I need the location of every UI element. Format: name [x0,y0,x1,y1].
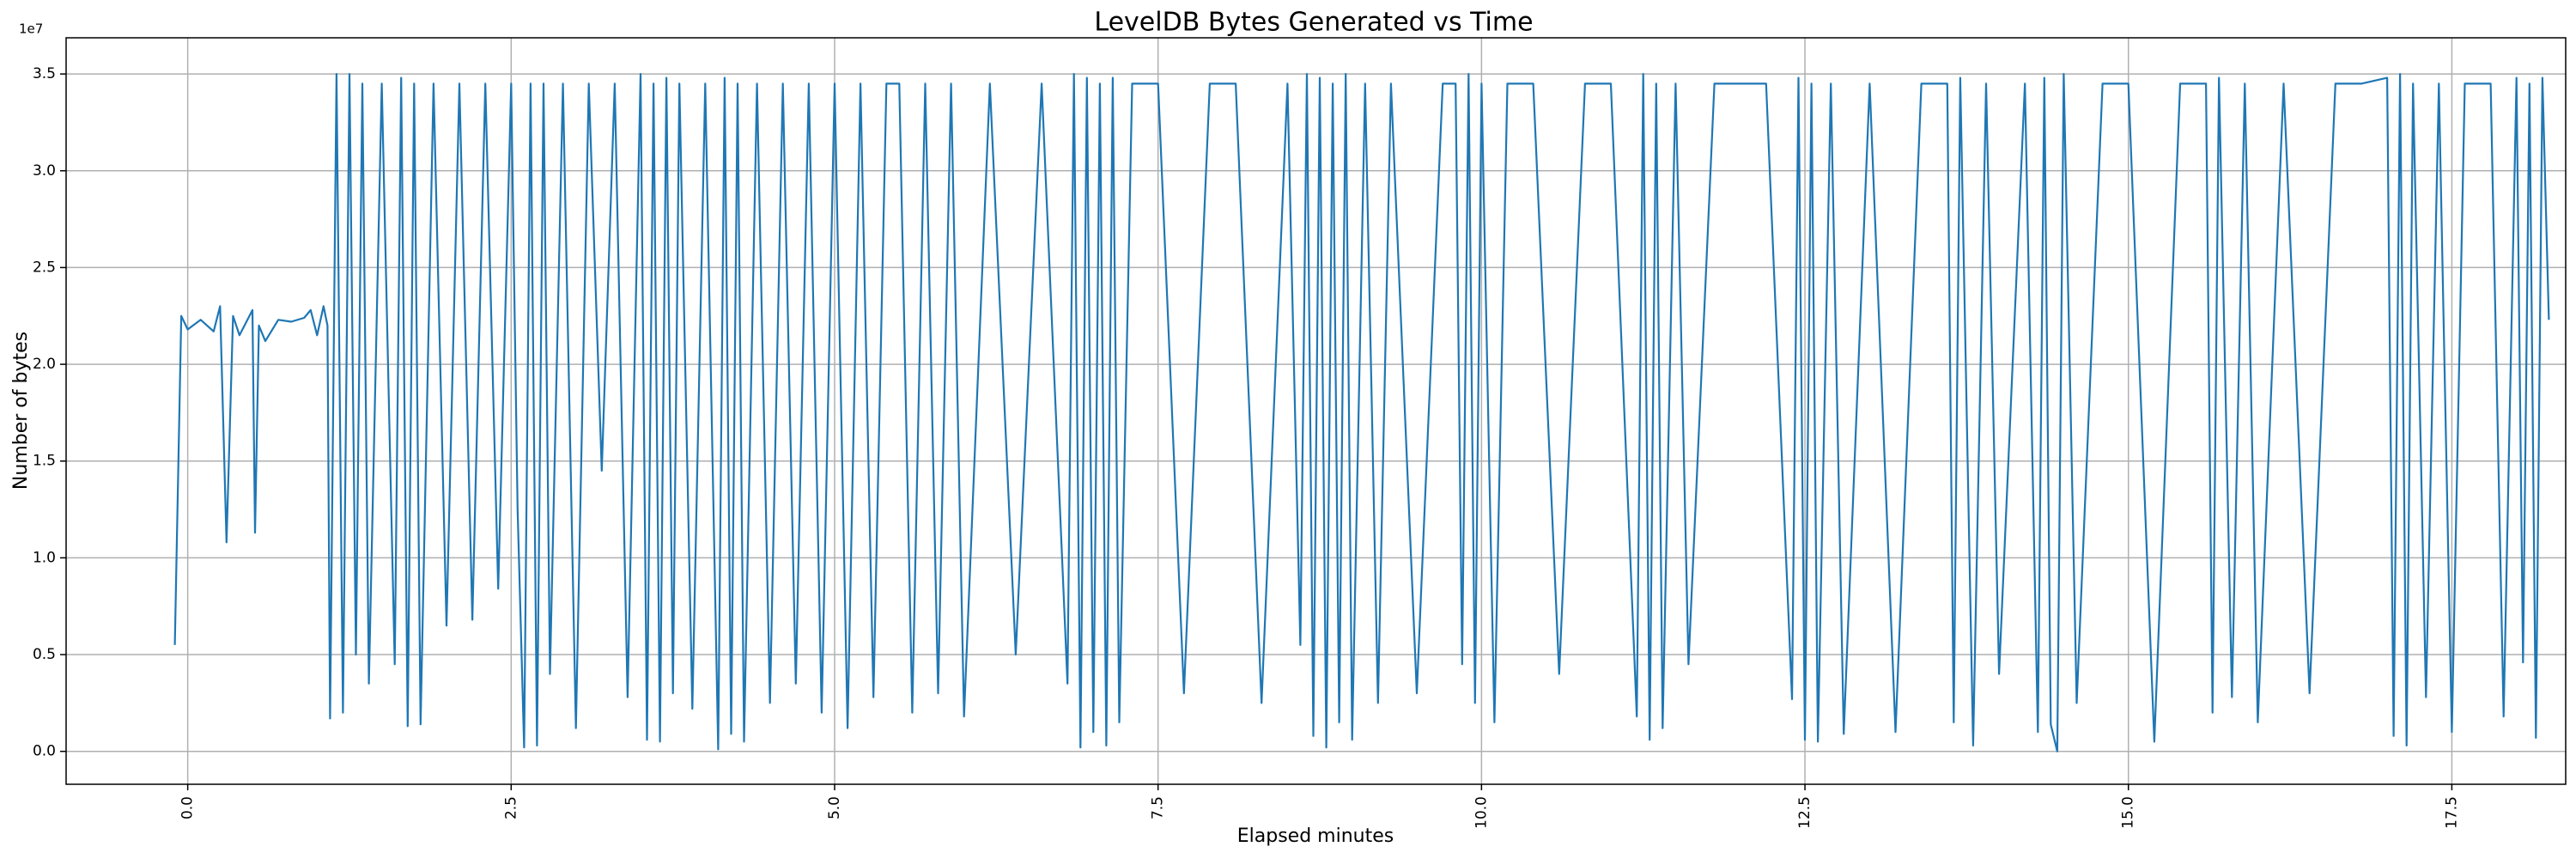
y-tick-label: 1.0 [33,549,56,566]
y-tick-label: 3.0 [33,162,56,180]
y-tick-label: 1.5 [33,453,56,470]
plot-frame [65,37,2567,785]
y-tick-label: 2.0 [33,356,56,373]
chart-title: LevelDB Bytes Generated vs Time [1094,8,1533,38]
y-tick-label: 0.5 [33,646,56,663]
y-tick-label: 2.5 [33,259,56,276]
y-tick-label: 0.0 [33,743,56,760]
x-axis-label: Elapsed minutes [1237,825,1394,847]
y-tick-label: 3.5 [33,65,56,82]
x-tick-label: 7.5 [1150,796,1167,819]
x-tick-label: 17.5 [2443,796,2460,829]
x-tick-label: 5.0 [826,796,843,819]
x-tick-label: 10.0 [1473,796,1490,829]
x-tick-label: 15.0 [2120,796,2137,829]
x-tick-label: 12.5 [1796,796,1814,829]
y-axis-label: Number of bytes [10,332,32,490]
x-tick-label: 0.0 [179,796,197,819]
y-offset-label: 1e7 [19,21,43,37]
data-line [173,73,2550,752]
x-tick-label: 2.5 [502,796,519,819]
